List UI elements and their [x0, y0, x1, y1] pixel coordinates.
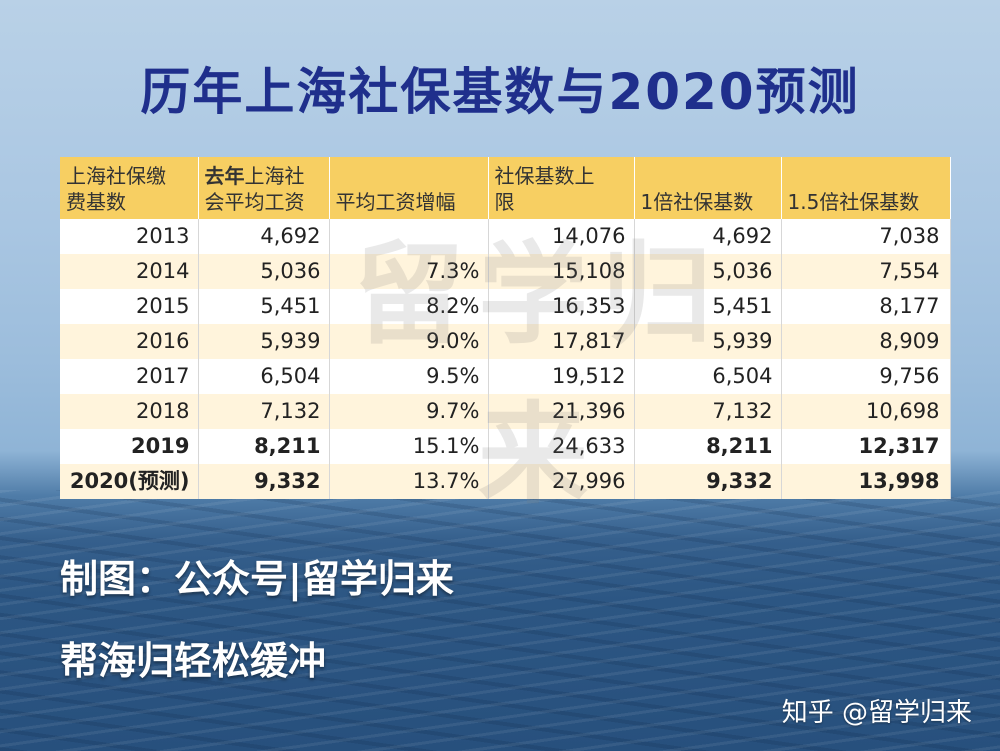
table-cell-year: 2014 — [60, 254, 199, 289]
table-cell-year: 2018 — [60, 394, 199, 429]
table-cell-year: 2020(预测) — [60, 464, 199, 499]
header-line: 1倍社保基数 — [640, 190, 754, 214]
table-cell-year: 2016 — [60, 324, 199, 359]
table-cell-growth: 7.3% — [329, 254, 489, 289]
table-cell-growth: 13.7% — [329, 464, 489, 499]
table-cell-avg: 5,451 — [198, 289, 330, 324]
table-body: 2013 4,692 14,076 4,692 7,038 2014 5,036 7.3% 15… — [60, 219, 951, 499]
table-cell-cap: 15,108 — [488, 254, 635, 289]
table-cell-growth — [329, 219, 489, 254]
table-cell-avg: 5,036 — [198, 254, 330, 289]
table-cell-year: 2017 — [60, 359, 199, 394]
table-cell-year: 2015 — [60, 289, 199, 324]
table-cell-base15: 8,909 — [781, 324, 951, 359]
table-cell-base1: 4,692 — [634, 219, 782, 254]
table-cell-base1: 5,036 — [634, 254, 782, 289]
column-header-avg-wage: 去年上海社 会平均工资 — [198, 157, 330, 219]
table-cell-year: 2013 — [60, 219, 199, 254]
column-header-base-1x: 1倍社保基数 — [634, 157, 782, 219]
table-row: 2014 5,036 7.3% 15,108 5,036 7,554 — [60, 254, 951, 289]
header-line: 上海社保缴 — [66, 164, 166, 188]
table-row: 2015 5,451 8.2% 16,353 5,451 8,177 — [60, 289, 951, 324]
table-cell-avg: 4,692 — [198, 219, 330, 254]
table-cell-base15: 7,554 — [781, 254, 951, 289]
table-cell-base15: 8,177 — [781, 289, 951, 324]
table-row: 2018 7,132 9.7% 21,396 7,132 10,698 — [60, 394, 951, 429]
column-header-cap: 社保基数上限 — [488, 157, 635, 219]
table-cell-avg: 5,939 — [198, 324, 330, 359]
header-line: 费基数 — [66, 190, 126, 214]
column-header-base-1-5x: 1.5倍社保基数 — [781, 157, 951, 219]
table-header-row: 上海社保缴 费基数 去年上海社 会平均工资 平均工资增幅 社保基数上限 1倍社保基数… — [60, 157, 951, 219]
table-cell-avg: 6,504 — [198, 359, 330, 394]
sea-background — [0, 490, 1000, 751]
header-line: 平均工资增幅 — [335, 190, 456, 214]
header-bold-text: 去年 — [204, 164, 245, 188]
table-cell-base1: 9,332 — [634, 464, 782, 499]
table-cell-base15: 10,698 — [781, 394, 951, 429]
column-header-year: 上海社保缴 费基数 — [60, 157, 199, 219]
header-line: 上海社 — [244, 164, 305, 188]
table-cell-base15: 13,998 — [781, 464, 951, 499]
table-cell-base15: 9,756 — [781, 359, 951, 394]
table-cell-base1: 7,132 — [634, 394, 782, 429]
table-cell-growth: 8.2% — [329, 289, 489, 324]
table-row: 2019 8,211 15.1% 24,633 8,211 12,317 — [60, 429, 951, 464]
source-credit: 知乎 @留学归来 — [781, 698, 972, 728]
table-cell-year: 2019 — [60, 429, 199, 464]
header-line: 会平均工资 — [204, 190, 305, 214]
table-cell-base15: 12,317 — [781, 429, 951, 464]
header-line: 限 — [494, 190, 515, 214]
table-cell-cap: 17,817 — [488, 324, 635, 359]
data-table: 上海社保缴 费基数 去年上海社 会平均工资 平均工资增幅 社保基数上限 1倍社保基数… — [60, 157, 951, 499]
column-header-growth: 平均工资增幅 — [329, 157, 489, 219]
caption-slogan: 帮海归轻松缓冲 — [60, 639, 327, 683]
table-cell-base1: 6,504 — [634, 359, 782, 394]
table-cell-base1: 8,211 — [634, 429, 782, 464]
table-cell-cap: 19,512 — [488, 359, 635, 394]
table-cell-cap: 14,076 — [488, 219, 635, 254]
table-cell-base1: 5,451 — [634, 289, 782, 324]
table-cell-avg: 8,211 — [198, 429, 330, 464]
table-cell-avg: 7,132 — [198, 394, 330, 429]
table-cell-base15: 7,038 — [781, 219, 951, 254]
table-row: 2016 5,939 9.0% 17,817 5,939 8,909 — [60, 324, 951, 359]
header-line: 社保基数上 — [494, 164, 595, 188]
table-cell-cap: 24,633 — [488, 429, 635, 464]
header-line: 1.5倍社保基数 — [787, 190, 920, 214]
table-row: 2013 4,692 14,076 4,692 7,038 — [60, 219, 951, 254]
table-row: 2020(预测) 9,332 13.7% 27,996 9,332 13,998 — [60, 464, 951, 499]
caption-credit: 制图：公众号|留学归来 — [60, 557, 454, 601]
table-cell-cap: 21,396 — [488, 394, 635, 429]
table-cell-cap: 16,353 — [488, 289, 635, 324]
table-cell-base1: 5,939 — [634, 324, 782, 359]
table-row: 2017 6,504 9.5% 19,512 6,504 9,756 — [60, 359, 951, 394]
table-cell-cap: 27,996 — [488, 464, 635, 499]
page-title: 历年上海社保基数与2020预测 — [140, 63, 860, 121]
table-cell-growth: 9.5% — [329, 359, 489, 394]
table-cell-growth: 9.0% — [329, 324, 489, 359]
table-cell-growth: 9.7% — [329, 394, 489, 429]
table-cell-avg: 9,332 — [198, 464, 330, 499]
watermark-text: 留学归来 — [354, 231, 726, 519]
table-cell-growth: 15.1% — [329, 429, 489, 464]
